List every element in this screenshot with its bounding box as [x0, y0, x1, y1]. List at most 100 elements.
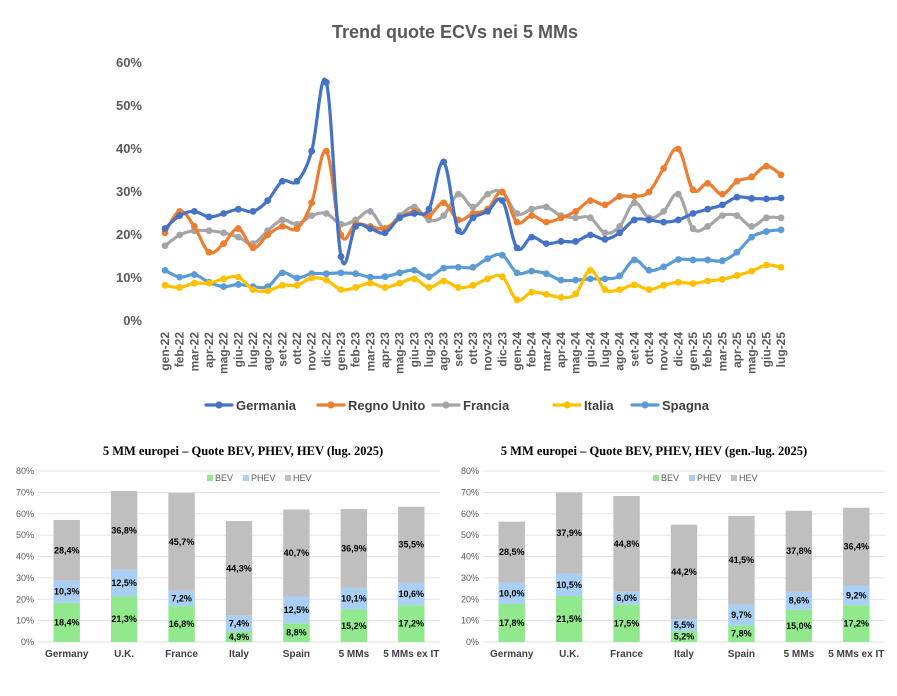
bar-segment-hev — [398, 506, 425, 583]
data-point-germania — [762, 195, 770, 203]
data-point-regno-unito — [572, 207, 580, 215]
data-label-hev: 36,8% — [111, 525, 137, 535]
data-point-germania — [630, 216, 638, 224]
data-point-italia — [278, 281, 286, 289]
category-label: 5 MMs ex IT — [828, 649, 884, 660]
category-label: France — [165, 649, 198, 660]
data-label-hev: 28,5% — [499, 547, 525, 557]
category-label: Italy — [229, 649, 249, 660]
data-point-regno-unito — [190, 223, 198, 230]
data-point-italia — [733, 272, 741, 279]
legend-label-francia: Francia — [463, 398, 510, 413]
data-point-spagna — [322, 270, 330, 278]
data-point-regno-unito — [601, 201, 609, 209]
line-xtick-label: mag-23 — [393, 332, 407, 374]
category-label: U.K. — [114, 649, 134, 660]
data-label-hev: 36,4% — [844, 542, 870, 552]
data-point-francia — [308, 212, 316, 220]
data-point-francia — [601, 229, 609, 237]
line-xtick-label: set-22 — [275, 332, 289, 367]
data-point-spagna — [161, 266, 169, 274]
line-xtick-label: feb-24 — [525, 332, 539, 368]
line-xtick-label: feb-23 — [349, 332, 363, 368]
data-point-italia — [337, 286, 345, 294]
data-point-francia — [366, 207, 374, 215]
bar-ytick-label: 50% — [461, 530, 479, 540]
category-label: Germany — [490, 649, 534, 660]
data-point-francia — [322, 210, 330, 217]
category-label: Spain — [283, 649, 310, 660]
line-xtick-label: apr-24 — [554, 332, 568, 368]
bar-segment-bev — [785, 609, 813, 642]
data-point-francia — [220, 229, 228, 237]
legend-label-spagna: Spagna — [662, 398, 710, 413]
bar-ytick-label: 0% — [21, 637, 34, 647]
bar-segment-hev — [283, 509, 310, 597]
line-xtick-label: nov-23 — [481, 332, 495, 371]
data-point-spagna — [733, 248, 741, 256]
bar-segment-hev — [110, 491, 138, 570]
data-point-germania — [234, 205, 242, 213]
data-label-hev: 37,8% — [786, 546, 812, 556]
data-point-francia — [161, 242, 169, 250]
legend-label-italia: Italia — [584, 398, 614, 413]
line-xtick-label: mag-22 — [217, 332, 231, 374]
data-point-italia — [689, 280, 697, 287]
data-point-francia — [513, 210, 521, 217]
bar-segment-bev — [670, 630, 698, 642]
data-point-italia — [645, 286, 653, 294]
data-label-bev: 18,4% — [54, 617, 80, 627]
category-label: Spain — [728, 649, 755, 660]
data-point-italia — [410, 275, 418, 283]
data-point-spagna — [630, 256, 638, 264]
data-point-germania — [586, 231, 594, 239]
data-point-francia — [762, 214, 770, 222]
category-label: Italy — [674, 649, 694, 660]
data-point-germania — [264, 197, 272, 205]
data-point-italia — [528, 288, 536, 296]
line-xtick-label: ott-24 — [642, 332, 656, 365]
category-label: 5 MMs ex IT — [383, 649, 439, 660]
data-label-phev: 10,0% — [499, 588, 525, 598]
category-label: 5 MMs — [784, 649, 815, 660]
data-point-italia — [161, 281, 169, 289]
data-point-germania — [572, 238, 580, 245]
line-xtick-label: set-23 — [451, 332, 465, 367]
legend-swatch-hev — [285, 475, 291, 481]
data-label-bev: 16,8% — [169, 619, 195, 629]
data-point-spagna — [425, 273, 433, 281]
legend-swatch-phev — [243, 475, 249, 481]
bar-segment-hev — [785, 510, 813, 592]
line-xtick-label: lug-22 — [246, 332, 260, 368]
line-xtick-label: apr-23 — [378, 332, 392, 368]
data-point-spagna — [542, 270, 550, 278]
line-xtick-label: gen-24 — [510, 332, 524, 371]
line-xtick-label: nov-24 — [657, 332, 671, 371]
data-point-italia — [454, 284, 462, 291]
data-point-francia — [572, 214, 580, 222]
data-label-bev: 15,2% — [341, 621, 367, 631]
bar-segment-phev — [340, 587, 368, 610]
data-point-spagna — [586, 275, 594, 283]
bar-segment-phev — [225, 615, 253, 632]
bar-segment-hev — [670, 524, 698, 620]
bar-ytick-label: 20% — [16, 594, 34, 604]
data-label-bev: 5,2% — [674, 631, 695, 641]
data-point-italia — [190, 279, 198, 287]
data-point-italia — [748, 267, 756, 275]
data-point-italia — [220, 275, 228, 283]
line-xtick-label: ago-22 — [261, 332, 275, 371]
line-xtick-label: dic-23 — [495, 332, 509, 367]
data-point-germania — [616, 229, 624, 237]
data-label-hev: 44,2% — [671, 567, 697, 577]
line-xtick-label: gen-22 — [158, 332, 172, 371]
data-label-bev: 17,8% — [499, 618, 525, 628]
line-chart: Trend quote ECVs nei 5 MMs 0% 10% 20% 30% 40… — [116, 22, 788, 413]
line-xtick-label: mar-25 — [715, 332, 729, 372]
line-xtick-label: lug-23 — [422, 332, 436, 368]
legend-label-phev: PHEV — [697, 473, 722, 483]
data-label-hev: 41,5% — [729, 555, 755, 565]
bar-ytick-label: 30% — [461, 573, 479, 583]
data-label-hev: 45,7% — [169, 537, 195, 547]
data-point-spagna — [352, 270, 360, 278]
